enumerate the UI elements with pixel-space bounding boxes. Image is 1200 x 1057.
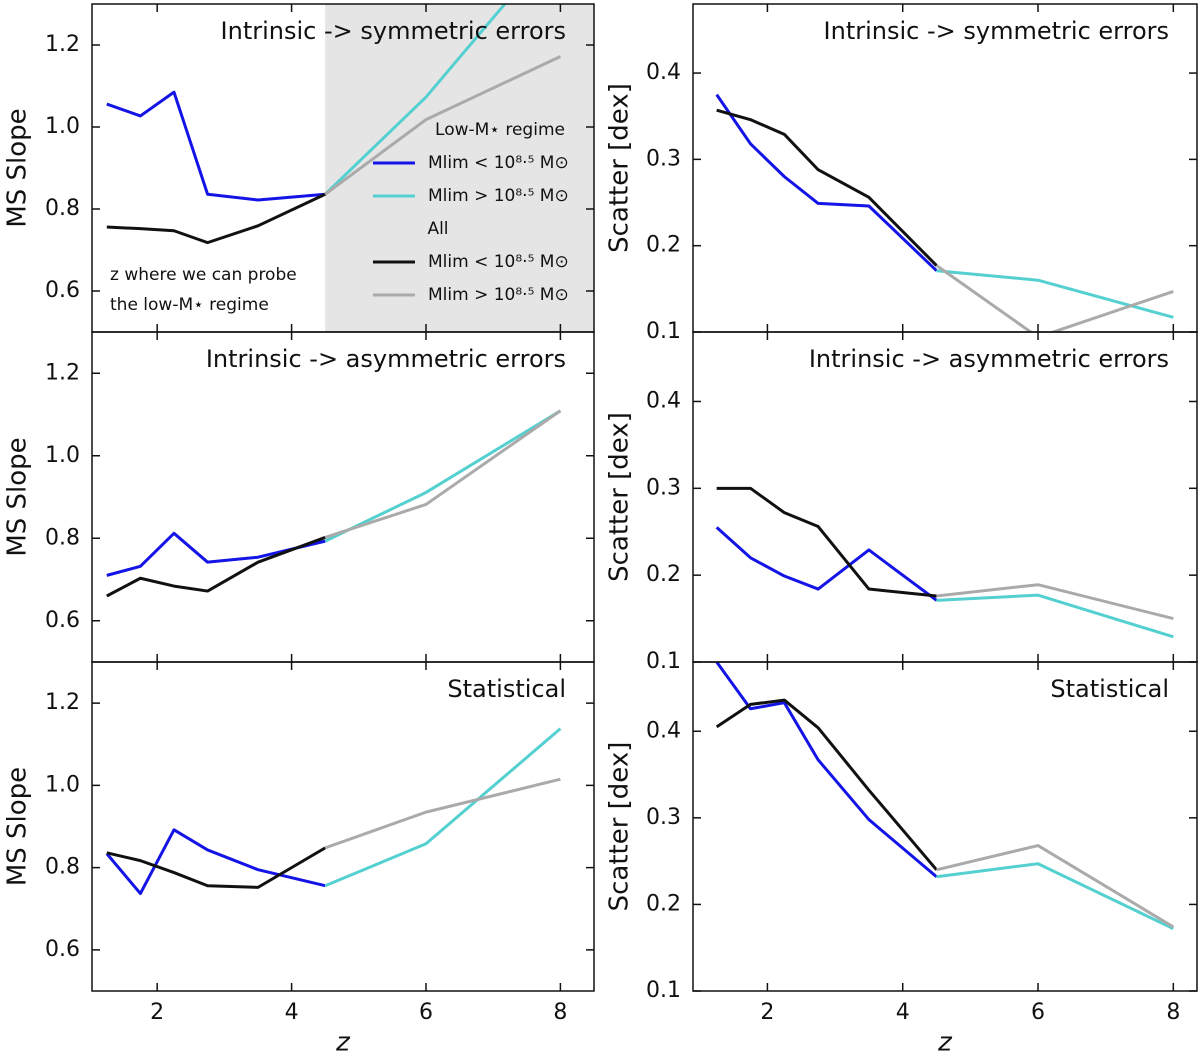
panel: 0.1 0.2 0.3 0.4 Intrinsic -> symmetric error… xyxy=(605,3,1198,344)
legend-label: Mlim < 10⁸·⁵ M⊙ xyxy=(428,252,569,272)
legend-label: Mlim > 10⁸·⁵ M⊙ xyxy=(428,285,569,305)
panel-frame xyxy=(692,331,1198,663)
y-tick-label: 0.1 xyxy=(646,319,681,344)
series-line xyxy=(935,264,1174,332)
series-line xyxy=(936,583,1174,621)
annotation: the low-M⋆ regime xyxy=(110,295,269,315)
series-line xyxy=(106,846,326,889)
y-tick-label: 0.2 xyxy=(646,233,681,258)
y-tick-label: 0.6 xyxy=(45,608,80,633)
y-tick-label: 0.4 xyxy=(646,388,681,413)
y-axis-label: MS Slope xyxy=(3,108,33,227)
series-line xyxy=(936,593,1174,639)
panel: 0.1 0.2 0.3 0.4 Intrinsic -> asymmetric erro… xyxy=(605,331,1198,674)
series-line xyxy=(105,828,326,896)
legend-title: All xyxy=(427,219,448,239)
x-tick-label: 8 xyxy=(1166,1000,1180,1025)
lines xyxy=(106,4,562,245)
series-line xyxy=(106,192,326,245)
panel-title: Intrinsic -> asymmetric errors xyxy=(809,345,1169,373)
panel: 2 4 6 8 0.1 0.2 0.3 0.4 Statistical Scatter [dex]… xyxy=(605,661,1198,1057)
panel-title: Statistical xyxy=(447,675,566,703)
x-tick-label: 4 xyxy=(896,1000,910,1025)
y-tick-label: 1.2 xyxy=(45,360,80,385)
x-tick-label: 6 xyxy=(1031,1000,1045,1025)
y-axis-label: MS Slope xyxy=(3,767,33,886)
legend-label: Mlim < 10⁸·⁵ M⊙ xyxy=(428,153,569,173)
x-tick-label: 4 xyxy=(285,1000,299,1025)
x-tick-label: 6 xyxy=(419,1000,433,1025)
series-line xyxy=(716,486,937,598)
panel-frame xyxy=(692,661,1198,992)
series-line xyxy=(324,409,562,543)
panel: 0.6 0.8 1.0 1.2 Intrinsic -> asymmetric erro… xyxy=(3,331,595,663)
lines xyxy=(715,93,1174,332)
series-line xyxy=(715,93,938,272)
x-axis-label: z xyxy=(335,1028,351,1057)
lines xyxy=(715,662,1175,931)
y-axis-label: Scatter [dex] xyxy=(605,412,635,582)
y-tick-label: 0.3 xyxy=(646,805,681,830)
series-line xyxy=(715,662,938,878)
annotation: z where we can probe xyxy=(110,265,297,285)
y-tick-label: 0.2 xyxy=(646,562,681,587)
panel-title: Statistical xyxy=(1050,675,1169,703)
panel-frame xyxy=(91,661,595,992)
y-tick-label: 0.3 xyxy=(646,475,681,500)
y-tick-label: 0.2 xyxy=(646,891,681,916)
panel: 2 4 6 8 0.6 0.8 1.0 1.2 Statistical MS Slope z xyxy=(3,661,595,1057)
panel: 0.6 0.8 1.0 1.2 Intrinsic -> symmetric error… xyxy=(3,3,595,333)
x-tick-label: 2 xyxy=(760,1000,774,1025)
y-tick-label: 1.0 xyxy=(45,772,80,797)
panel-title: Intrinsic -> symmetric errors xyxy=(824,17,1169,45)
series-line xyxy=(324,55,562,196)
legend-title: Low-M⋆ regime xyxy=(435,120,565,140)
y-tick-label: 1.0 xyxy=(45,114,80,139)
y-tick-label: 1.2 xyxy=(45,690,80,715)
y-axis-label: Scatter [dex] xyxy=(605,742,635,912)
panel-title: Intrinsic -> symmetric errors xyxy=(221,17,566,45)
y-tick-label: 0.8 xyxy=(45,196,80,221)
series-line xyxy=(936,844,1175,929)
y-axis-label: Scatter [dex] xyxy=(605,83,635,253)
x-tick-label: 2 xyxy=(150,1000,164,1025)
series-line xyxy=(106,536,326,598)
series-line xyxy=(106,531,326,577)
lines xyxy=(106,409,562,598)
y-tick-label: 0.8 xyxy=(45,855,80,880)
x-axis-label: z xyxy=(937,1028,953,1057)
series-line xyxy=(715,526,938,602)
x-tick-label: 8 xyxy=(553,1000,567,1025)
panel-frame xyxy=(91,331,595,663)
legend-label: Mlim > 10⁸·⁵ M⊙ xyxy=(428,186,569,206)
series-line xyxy=(106,90,326,202)
y-tick-label: 0.8 xyxy=(45,525,80,550)
series-line xyxy=(716,108,938,267)
series-line xyxy=(936,269,1174,319)
y-tick-label: 0.3 xyxy=(646,146,681,171)
series-line xyxy=(324,409,562,539)
series-line xyxy=(324,777,561,850)
y-tick-label: 1.2 xyxy=(45,32,80,57)
panel-title: Intrinsic -> asymmetric errors xyxy=(206,345,566,373)
series-line xyxy=(715,698,938,871)
series-line xyxy=(324,4,507,196)
lines xyxy=(105,727,562,896)
lines xyxy=(715,486,1174,639)
y-tick-label: 0.4 xyxy=(646,718,681,743)
series-line xyxy=(936,862,1174,931)
y-tick-label: 1.0 xyxy=(45,443,80,468)
y-axis-label: MS Slope xyxy=(3,437,33,556)
y-tick-label: 0.1 xyxy=(646,649,681,674)
panel-frame xyxy=(692,3,1198,333)
y-tick-label: 0.4 xyxy=(646,60,681,85)
y-tick-label: 0.6 xyxy=(45,937,80,962)
series-line xyxy=(324,727,562,888)
y-tick-label: 0.1 xyxy=(646,978,681,1003)
y-tick-label: 0.6 xyxy=(45,278,80,303)
